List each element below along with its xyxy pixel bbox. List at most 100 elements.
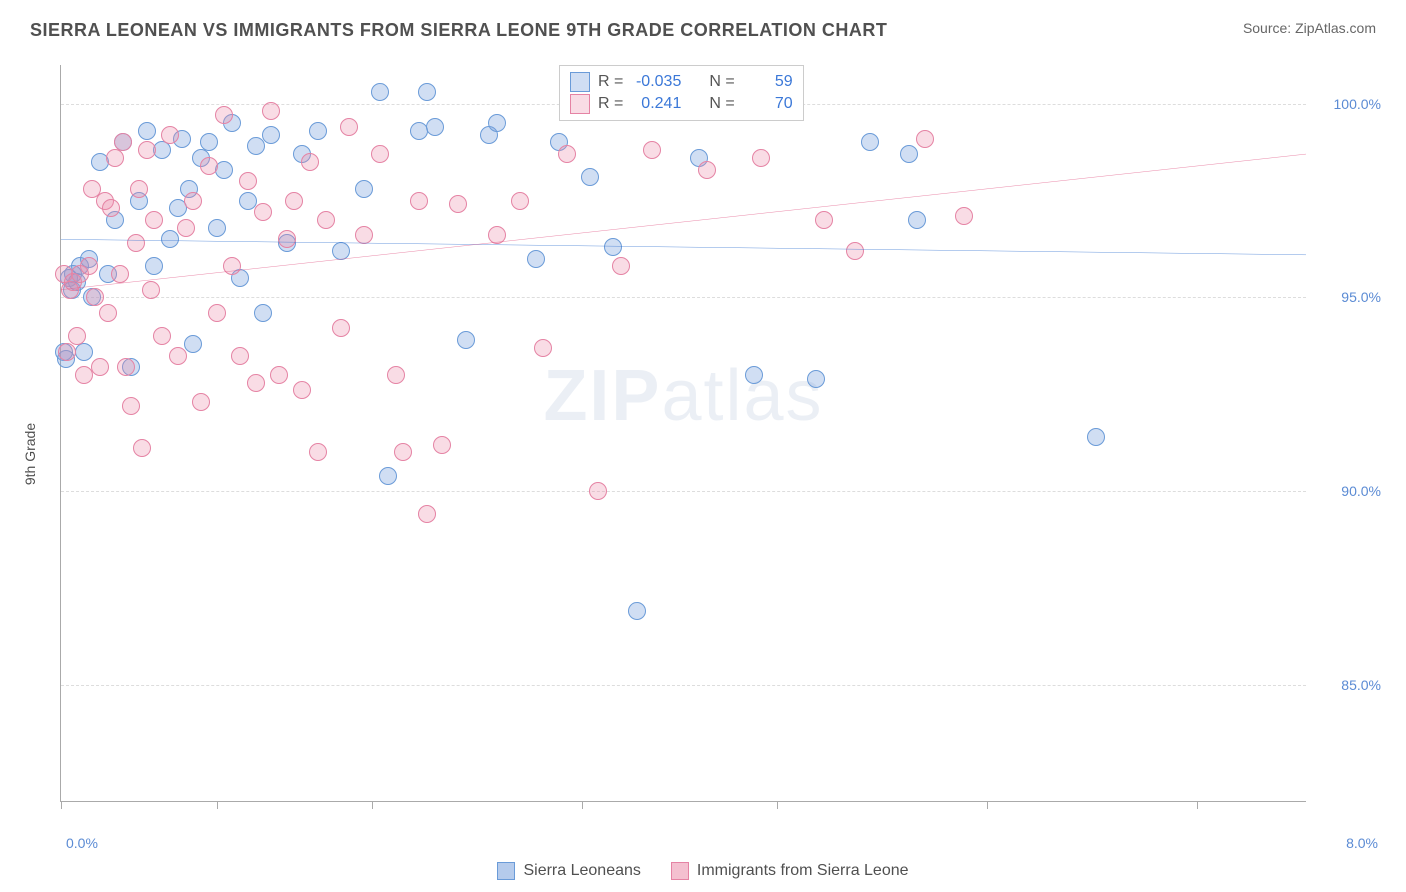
y-tick-label: 90.0% <box>1341 483 1381 499</box>
r-value: -0.035 <box>631 73 681 91</box>
data-point <box>161 230 179 248</box>
chart-container: 9th Grade ZIPatlas 85.0%90.0%95.0%100.0%… <box>50 60 1386 832</box>
data-point <box>488 114 506 132</box>
data-point <box>247 137 265 155</box>
data-point <box>317 211 335 229</box>
data-point <box>558 145 576 163</box>
data-point <box>114 133 132 151</box>
stats-row: R = 0.241 N = 70 <box>570 94 793 114</box>
data-point <box>433 436 451 454</box>
data-point <box>916 130 934 148</box>
data-point <box>142 281 160 299</box>
trend-line <box>61 239 1306 254</box>
bottom-legend: Sierra Leoneans Immigrants from Sierra Le… <box>0 862 1406 880</box>
data-point <box>900 145 918 163</box>
data-point <box>309 443 327 461</box>
x-tick <box>372 801 373 809</box>
series-swatch <box>570 72 590 92</box>
x-tick <box>1197 801 1198 809</box>
data-point <box>239 192 257 210</box>
data-point <box>117 358 135 376</box>
data-point <box>133 439 151 457</box>
data-point <box>394 443 412 461</box>
data-point <box>589 482 607 500</box>
data-point <box>130 180 148 198</box>
data-point <box>581 168 599 186</box>
data-point <box>215 106 233 124</box>
data-point <box>488 226 506 244</box>
data-point <box>908 211 926 229</box>
data-point <box>340 118 358 136</box>
x-tick <box>582 801 583 809</box>
data-point <box>145 211 163 229</box>
r-value: 0.241 <box>631 95 681 113</box>
data-point <box>145 257 163 275</box>
data-point <box>604 238 622 256</box>
data-point <box>111 265 129 283</box>
gridline <box>61 685 1306 686</box>
data-point <box>1087 428 1105 446</box>
chart-title: SIERRA LEONEAN VS IMMIGRANTS FROM SIERRA… <box>30 20 887 41</box>
plot-area: ZIPatlas 85.0%90.0%95.0%100.0%0.0%8.0%R … <box>60 65 1306 802</box>
x-tick <box>61 801 62 809</box>
data-point <box>457 331 475 349</box>
data-point <box>122 397 140 415</box>
data-point <box>846 242 864 260</box>
data-point <box>309 122 327 140</box>
legend-label: Immigrants from Sierra Leone <box>697 862 909 880</box>
data-point <box>815 211 833 229</box>
data-point <box>86 288 104 306</box>
data-point <box>75 343 93 361</box>
data-point <box>379 467 397 485</box>
data-point <box>208 304 226 322</box>
data-point <box>371 145 389 163</box>
data-point <box>449 195 467 213</box>
data-point <box>285 192 303 210</box>
r-label: R = <box>598 95 623 113</box>
data-point <box>247 374 265 392</box>
data-point <box>200 133 218 151</box>
n-label: N = <box>709 73 734 91</box>
data-point <box>208 219 226 237</box>
watermark: ZIPatlas <box>543 355 823 437</box>
legend-item: Immigrants from Sierra Leone <box>671 862 909 880</box>
data-point <box>426 118 444 136</box>
data-point <box>612 257 630 275</box>
data-point <box>301 153 319 171</box>
data-point <box>239 172 257 190</box>
data-point <box>628 602 646 620</box>
data-point <box>102 199 120 217</box>
x-tick <box>777 801 778 809</box>
n-label: N = <box>709 95 734 113</box>
legend-label: Sierra Leoneans <box>523 862 640 880</box>
data-point <box>192 393 210 411</box>
watermark-part1: ZIP <box>543 356 661 436</box>
legend-swatch <box>497 862 515 880</box>
data-point <box>177 219 195 237</box>
data-point <box>752 149 770 167</box>
data-point <box>418 83 436 101</box>
data-point <box>293 381 311 399</box>
data-point <box>745 366 763 384</box>
x-tick <box>987 801 988 809</box>
x-tick-label-max: 8.0% <box>1346 835 1378 851</box>
legend-swatch <box>671 862 689 880</box>
data-point <box>138 122 156 140</box>
x-tick-label-min: 0.0% <box>66 835 98 851</box>
data-point <box>387 366 405 384</box>
n-value: 70 <box>743 95 793 113</box>
legend-item: Sierra Leoneans <box>497 862 640 880</box>
data-point <box>410 192 428 210</box>
data-point <box>355 226 373 244</box>
x-tick <box>217 801 218 809</box>
data-point <box>184 335 202 353</box>
data-point <box>332 242 350 260</box>
y-tick-label: 100.0% <box>1334 96 1381 112</box>
data-point <box>161 126 179 144</box>
data-point <box>127 234 145 252</box>
source-attribution: Source: ZipAtlas.com <box>1243 20 1376 36</box>
data-point <box>698 161 716 179</box>
data-point <box>254 203 272 221</box>
data-point <box>418 505 436 523</box>
data-point <box>99 304 117 322</box>
